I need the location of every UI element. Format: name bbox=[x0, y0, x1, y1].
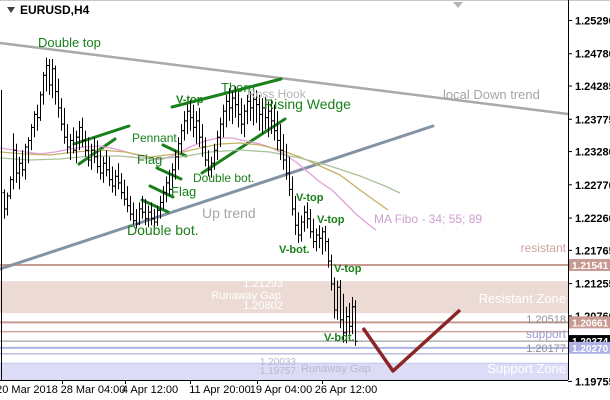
resistant-zone bbox=[0, 281, 568, 314]
price-tick-label: 1.19755 bbox=[575, 376, 610, 388]
chart-annotation: Up trend bbox=[202, 205, 256, 221]
chart-annotation: 1.20177 bbox=[526, 343, 566, 355]
chart-annotation: Runaway Gap bbox=[301, 363, 371, 375]
support-zone bbox=[0, 363, 568, 380]
flag2-bottom[interactable] bbox=[140, 198, 170, 214]
price-tag-label: 1.20661 bbox=[572, 318, 609, 329]
chart-annotation: MA Fibo - 34; 55; 89 bbox=[374, 212, 482, 226]
chart-annotation: Flag bbox=[137, 152, 162, 167]
chart-annotation: V-top bbox=[334, 263, 362, 275]
time-tick-label: 4 Apr 12:00 bbox=[122, 384, 178, 396]
price-tag-label: 1.21541 bbox=[572, 261, 609, 272]
chart-annotation: 1.20802 bbox=[243, 300, 283, 312]
price-tag-bg bbox=[569, 341, 610, 354]
time-tick-label: 28 Mar 04:00 bbox=[61, 384, 126, 396]
time-axis[interactable]: 20 Mar 2018 28 Mar 04:004 Apr 12:00 11 Apr… bbox=[0, 380, 377, 396]
chart-annotation: Runaway Gap bbox=[211, 290, 281, 302]
plot-frame bbox=[0, 0, 610, 381]
chart-annotation: V-top bbox=[296, 192, 324, 204]
price-tick-label: 1.24780 bbox=[575, 49, 610, 61]
chart-annotation: Double bot. bbox=[127, 222, 199, 238]
chart-annotation: Thorn bbox=[221, 80, 255, 95]
price-tick-label: 1.22260 bbox=[575, 213, 610, 225]
time-tick-label: 20 Mar 2018 bbox=[0, 384, 58, 396]
local-down-trend-line[interactable] bbox=[0, 41, 570, 116]
pennant-top[interactable] bbox=[72, 124, 131, 146]
chart-annotation: Support Zone bbox=[487, 361, 566, 376]
forecast-path[interactable] bbox=[361, 308, 462, 373]
price-tick-label: 1.23280 bbox=[575, 147, 610, 159]
chart-shift-icon[interactable] bbox=[453, 2, 463, 8]
candles bbox=[2, 57, 358, 346]
chart-annotation: Resistant Zone bbox=[479, 291, 566, 306]
sr-zones bbox=[0, 281, 568, 380]
price-tag-1.21541: 1.21541 bbox=[569, 258, 610, 272]
chart-annotation: V-bot. bbox=[324, 332, 355, 344]
time-tick-label: 26 Apr 12:00 bbox=[315, 384, 377, 396]
flag1-top[interactable] bbox=[161, 143, 188, 158]
price-tick-label: 1.21255 bbox=[575, 279, 610, 291]
chart-annotation: 1.19757 bbox=[260, 366, 297, 377]
chart-annotation: Double bot. bbox=[193, 171, 254, 185]
symbol-marker-icon bbox=[7, 7, 15, 13]
price-tick-label: 1.21765 bbox=[575, 245, 610, 257]
time-tick-label: 19 Apr 04:00 bbox=[250, 384, 312, 396]
time-tick-label: 11 Apr 20:00 bbox=[189, 384, 251, 396]
symbol-label: EURUSD,H4 bbox=[7, 3, 89, 17]
price-tag-1.20661: 1.20661 bbox=[569, 316, 610, 329]
chart-annotation: Rising Wedge bbox=[264, 96, 351, 112]
chart-annotation: V-top bbox=[317, 214, 345, 226]
up-trend-line[interactable] bbox=[0, 124, 435, 271]
chart-annotation: support bbox=[526, 327, 567, 341]
sr-level-lines bbox=[0, 263, 568, 364]
chart-annotation: Pennant bbox=[132, 131, 177, 145]
price-tick-label: 1.24285 bbox=[575, 81, 610, 93]
chart-annotation: local Down trend bbox=[443, 87, 540, 102]
price-tick-label: 1.25290 bbox=[575, 15, 610, 27]
chart-annotation: 1.21293 bbox=[243, 278, 283, 290]
chart-annotation: V-bot. bbox=[279, 244, 310, 256]
ma-fibo-34 bbox=[0, 137, 377, 231]
price-tick-label: 1.23775 bbox=[575, 114, 610, 126]
price-tag-1.20270: 1.20270 bbox=[569, 341, 610, 355]
price-tag-bg bbox=[569, 316, 610, 329]
chart-annotation: Flag bbox=[171, 184, 196, 199]
price-tag-label: 1.20270 bbox=[572, 344, 609, 355]
price-axis[interactable]: 1.25290 1.24780 1.24285 1.23775 1.23280 1.227… bbox=[568, 15, 610, 388]
chart-annotation: resistant bbox=[521, 241, 567, 255]
trend-lines bbox=[0, 41, 570, 271]
chart-annotation: V-top bbox=[176, 94, 204, 106]
price-tick-label: 1.22770 bbox=[575, 180, 610, 192]
chart-annotation: Ross Hook bbox=[247, 87, 307, 101]
forecast bbox=[361, 308, 462, 373]
chart-annotation: Double top bbox=[38, 35, 101, 50]
chart-annotation: 1.20518 bbox=[526, 314, 566, 326]
price-tag-bg bbox=[569, 258, 610, 271]
chart-annotation: 1.20033 bbox=[260, 357, 297, 368]
symbol-text: EURUSD,H4 bbox=[20, 3, 90, 17]
